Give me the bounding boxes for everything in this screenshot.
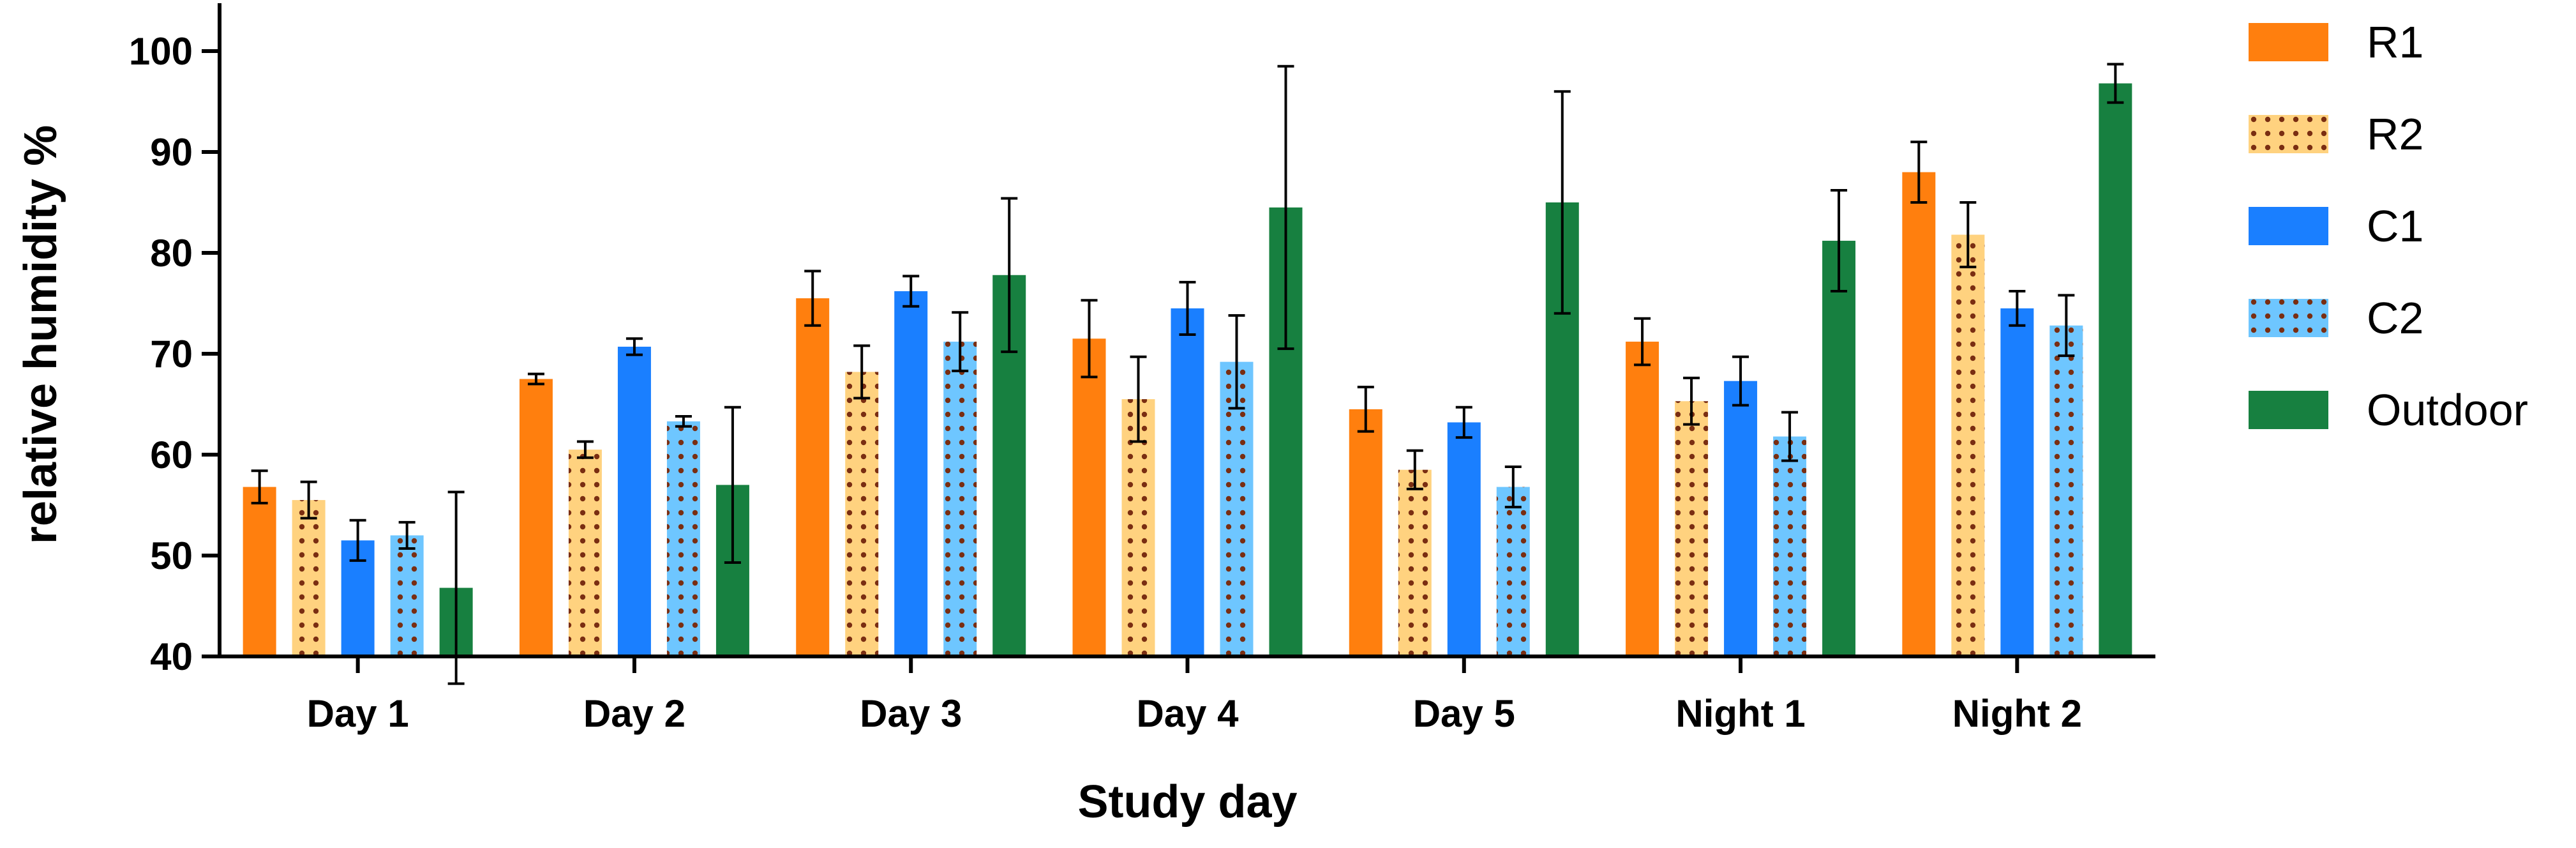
y-tick-label: 70 — [150, 333, 193, 375]
error-bar-c1-day-4 — [1179, 280, 1196, 336]
error-bar-c2-night-1 — [1781, 411, 1799, 462]
error-bar-r1-night-2 — [1910, 140, 1928, 204]
x-tick-label-night-2: Night 2 — [1952, 692, 2082, 735]
bar-r2-day-1 — [292, 500, 326, 656]
error-bar-c1-day-1 — [349, 519, 366, 562]
x-tick-label-day-1: Day 1 — [307, 692, 409, 735]
error-bar-r1-day-1 — [251, 469, 268, 504]
error-bar-c2-day-2 — [675, 414, 692, 428]
error-bar-r1-day-4 — [1081, 299, 1098, 379]
bar-outdoor-night-1 — [1822, 241, 1856, 656]
error-bar-outdoor-day-3 — [1001, 197, 1018, 353]
bar-r1-day-5 — [1349, 409, 1382, 656]
bar-r2-day-3 — [845, 372, 879, 656]
bar-c2-day-5 — [1496, 487, 1530, 656]
error-bar-c2-day-5 — [1504, 465, 1522, 509]
error-bar-r1-day-2 — [527, 372, 544, 386]
bar-r1-day-4 — [1072, 338, 1106, 656]
legend-label-r2: R2 — [2367, 109, 2423, 159]
legend: R1 R2 C1 C2 Outdoor — [2249, 17, 2528, 435]
bar-c2-day-2 — [666, 421, 700, 656]
y-axis-title: relative humidity % — [15, 125, 66, 544]
x-tick-label-day-2: Day 2 — [583, 692, 685, 735]
error-bar-outdoor-day-5 — [1554, 90, 1571, 315]
bar-r2-day-5 — [1398, 469, 1432, 656]
y-tick-label: 90 — [150, 131, 193, 174]
error-bar-outdoor-day-1 — [447, 490, 465, 685]
bar-c2-night-1 — [1773, 436, 1807, 656]
error-bar-c1-day-2 — [625, 337, 643, 356]
error-bar-outdoor-day-2 — [724, 405, 741, 564]
bar-r1-night-1 — [1626, 342, 1659, 656]
x-tick-label-day-4: Day 4 — [1136, 692, 1239, 735]
error-bar-outdoor-night-2 — [2107, 63, 2124, 104]
error-bar-outdoor-day-4 — [1277, 64, 1294, 351]
error-bar-r2-day-1 — [300, 480, 317, 520]
legend-label-c2: C2 — [2367, 293, 2423, 343]
error-bar-r2-day-5 — [1406, 449, 1423, 490]
bar-r2-day-2 — [568, 450, 602, 656]
bars-layer — [243, 83, 2132, 657]
error-bar-r2-night-1 — [1683, 376, 1700, 426]
error-bars-layer — [251, 63, 2124, 685]
legend-swatch-r1 — [2249, 23, 2328, 61]
error-bar-c2-day-3 — [952, 311, 969, 372]
bar-c2-night-2 — [2049, 325, 2083, 656]
legend-swatch-outdoor — [2249, 391, 2328, 429]
bar-c1-day-3 — [894, 291, 928, 656]
y-axis-ticks: 40 50 60 70 80 90 100 — [129, 30, 220, 678]
bar-c1-night-1 — [1724, 381, 1758, 656]
bar-c2-day-1 — [390, 535, 424, 656]
legend-swatch-r2 — [2249, 115, 2328, 153]
error-bar-r2-night-2 — [1959, 201, 1977, 269]
error-bar-r1-day-3 — [804, 269, 821, 327]
bar-r1-night-2 — [1902, 172, 1936, 657]
bar-r1-day-2 — [519, 379, 553, 656]
error-bar-c1-day-5 — [1455, 405, 1472, 439]
error-bar-c1-day-3 — [902, 275, 920, 308]
bar-outdoor-night-2 — [2099, 83, 2132, 656]
y-tick-label: 80 — [150, 232, 193, 275]
error-bar-outdoor-night-1 — [1831, 189, 1848, 293]
error-bar-r2-day-4 — [1130, 355, 1147, 443]
legend-swatch-c2 — [2249, 299, 2328, 337]
y-tick-label: 60 — [150, 434, 193, 476]
y-tick-label: 100 — [129, 30, 193, 73]
bar-c1-day-4 — [1171, 308, 1204, 656]
error-bar-c2-night-2 — [2058, 294, 2075, 358]
x-tick-label-day-3: Day 3 — [860, 692, 962, 735]
error-bar-r1-day-5 — [1357, 386, 1374, 433]
legend-label-c1: C1 — [2367, 201, 2423, 251]
error-bar-r1-night-1 — [1634, 317, 1651, 367]
legend-swatch-c1 — [2249, 207, 2328, 245]
error-bar-c1-night-2 — [2009, 290, 2026, 327]
error-bar-c2-day-1 — [398, 520, 416, 550]
error-bar-r2-day-2 — [576, 440, 594, 459]
bar-r2-night-2 — [1951, 234, 1985, 656]
y-tick-label: 50 — [150, 534, 193, 577]
bar-r1-day-3 — [796, 298, 830, 657]
x-tick-label-day-5: Day 5 — [1413, 692, 1515, 735]
bar-r1-day-1 — [243, 487, 276, 656]
error-bar-r2-day-3 — [853, 344, 871, 400]
y-tick-label: 40 — [150, 635, 193, 678]
bar-c2-day-4 — [1220, 361, 1254, 656]
x-axis-ticks: Day 1 Day 2 Day 3 Day 4 Day 5 Night 1 Night 2 — [307, 656, 2082, 735]
error-bar-c1-night-1 — [1732, 355, 1749, 407]
x-axis-title: Study day — [1077, 776, 1297, 828]
bar-r2-night-1 — [1675, 401, 1709, 656]
legend-label-outdoor: Outdoor — [2367, 385, 2528, 435]
bar-c1-day-5 — [1447, 422, 1481, 656]
error-bar-c2-day-4 — [1228, 314, 1245, 410]
x-tick-label-night-1: Night 1 — [1675, 692, 1805, 735]
bar-c2-day-3 — [943, 342, 977, 656]
bar-c1-night-2 — [2000, 308, 2034, 656]
legend-label-r1: R1 — [2367, 17, 2423, 67]
bar-c1-day-2 — [617, 346, 651, 656]
